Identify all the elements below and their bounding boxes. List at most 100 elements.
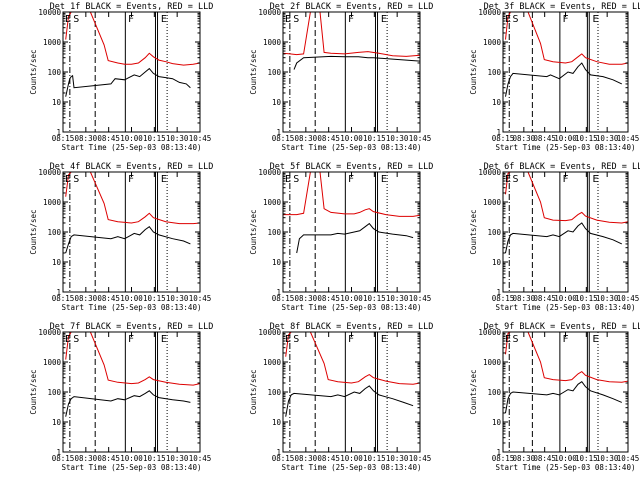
series-events-line	[65, 67, 191, 97]
y-tick-label: 10000	[478, 8, 501, 17]
x-tick-label: 08:30	[75, 454, 98, 463]
segment-label: E	[285, 334, 291, 345]
x-tick-label: 08:45	[533, 454, 556, 463]
x-tick-label: 10:15	[143, 454, 166, 463]
y-tick-label: 10	[52, 418, 62, 427]
x-tick-label: 10:30	[386, 454, 409, 463]
segment-label: E	[65, 334, 71, 345]
plot-frame	[502, 11, 629, 133]
y-tick-label: 1000	[43, 198, 62, 207]
series-lld-line	[283, 12, 420, 57]
panel-title: Det 6f BLACK = Events, RED = LLD	[484, 162, 640, 172]
segment-label: E	[381, 334, 387, 345]
x-tick-label: 10:45	[617, 454, 640, 463]
segment-label: S	[293, 14, 299, 25]
segment-label: S	[293, 334, 299, 345]
plot-frame	[502, 331, 629, 453]
x-tick-label: 10:45	[409, 294, 432, 303]
y-axis-label: Counts/sec	[249, 49, 258, 94]
x-tick-label: 08:45	[97, 134, 120, 143]
y-tick-label: 1000	[483, 358, 502, 367]
segment-label: F	[128, 334, 134, 345]
x-tick-label: 08:30	[75, 134, 98, 143]
x-tick-label: 08:45	[533, 134, 556, 143]
panel-title: Det 9f BLACK = Events, RED = LLD	[484, 322, 640, 332]
x-axis-label: Start Time (25-Sep-03 08:13:40)	[282, 463, 422, 472]
panel-title: Det 8f BLACK = Events, RED = LLD	[270, 322, 434, 332]
x-axis-label: Start Time (25-Sep-03 08:13:40)	[282, 143, 422, 152]
x-axis-label: Start Time (25-Sep-03 08:13:40)	[496, 143, 636, 152]
x-tick-label: 08:15	[492, 454, 515, 463]
x-tick-label: 10:00	[340, 134, 363, 143]
y-axis-label: Counts/sec	[469, 49, 478, 94]
y-tick-label: 1	[496, 288, 501, 297]
series-lld-line	[505, 332, 628, 383]
segment-label: F	[563, 14, 569, 25]
y-tick-label: 1	[56, 448, 61, 457]
x-axis-label: Start Time (25-Sep-03 08:13:40)	[496, 463, 636, 472]
y-tick-label: 10000	[38, 328, 61, 337]
segment-label: F	[128, 174, 134, 185]
y-tick-label: 1	[276, 288, 281, 297]
series-events-line	[296, 222, 414, 254]
x-tick-label: 10:15	[363, 454, 386, 463]
segment-label: E	[505, 14, 511, 25]
x-tick-label: 10:15	[575, 134, 598, 143]
y-tick-label: 1000	[483, 38, 502, 47]
segment-label: S	[73, 14, 79, 25]
segment-label: F	[348, 334, 354, 345]
x-axis-label: Start Time (25-Sep-03 08:13:40)	[496, 303, 636, 312]
y-tick-label: 1000	[43, 38, 62, 47]
y-tick-label: 10	[492, 418, 502, 427]
x-tick-label: 10:30	[166, 454, 189, 463]
x-tick-label: 08:30	[75, 294, 98, 303]
x-tick-label: 10:45	[617, 294, 640, 303]
y-axis-label: Counts/sec	[29, 49, 38, 94]
series-lld-line	[505, 172, 628, 224]
segment-label: E	[593, 334, 599, 345]
segment-label: F	[563, 174, 569, 185]
panel-title: Det 4f BLACK = Events, RED = LLD	[50, 162, 214, 172]
y-tick-label: 10	[272, 418, 282, 427]
y-axis-label: Counts/sec	[249, 369, 258, 414]
plot-frame	[62, 331, 201, 453]
x-axis-label: Start Time (25-Sep-03 08:13:40)	[282, 303, 422, 312]
y-tick-label: 100	[47, 228, 61, 237]
x-tick-label: 10:00	[554, 294, 577, 303]
y-axis-label: Counts/sec	[29, 209, 38, 254]
x-tick-label: 10:00	[340, 294, 363, 303]
y-tick-label: 10000	[478, 168, 501, 177]
x-tick-label: 08:15	[272, 134, 295, 143]
x-tick-label: 10:00	[120, 454, 143, 463]
y-tick-label: 10000	[38, 8, 61, 17]
y-tick-label: 100	[267, 228, 281, 237]
x-tick-label: 10:45	[189, 134, 212, 143]
segment-label: E	[593, 14, 599, 25]
x-tick-label: 08:30	[513, 294, 536, 303]
segment-label: E	[285, 14, 291, 25]
x-tick-label: 10:30	[166, 294, 189, 303]
y-tick-label: 10000	[478, 328, 501, 337]
panel-title: Det 7f BLACK = Events, RED = LLD	[50, 322, 214, 332]
x-axis-label: Start Time (25-Sep-03 08:13:40)	[62, 303, 202, 312]
y-tick-label: 10	[492, 258, 502, 267]
series-lld-line	[65, 172, 200, 225]
y-tick-label: 10000	[258, 168, 281, 177]
x-tick-label: 10:45	[617, 134, 640, 143]
segment-label: E	[161, 174, 167, 185]
x-tick-label: 10:45	[189, 454, 212, 463]
segment-label: E	[65, 174, 71, 185]
x-tick-label: 08:30	[513, 134, 536, 143]
plot-frame	[282, 331, 421, 453]
series-events-line	[285, 385, 414, 417]
x-tick-label: 08:30	[513, 454, 536, 463]
y-axis-label: Counts/sec	[29, 369, 38, 414]
x-tick-label: 08:45	[97, 294, 120, 303]
x-axis-label: Start Time (25-Sep-03 08:13:40)	[62, 463, 202, 472]
